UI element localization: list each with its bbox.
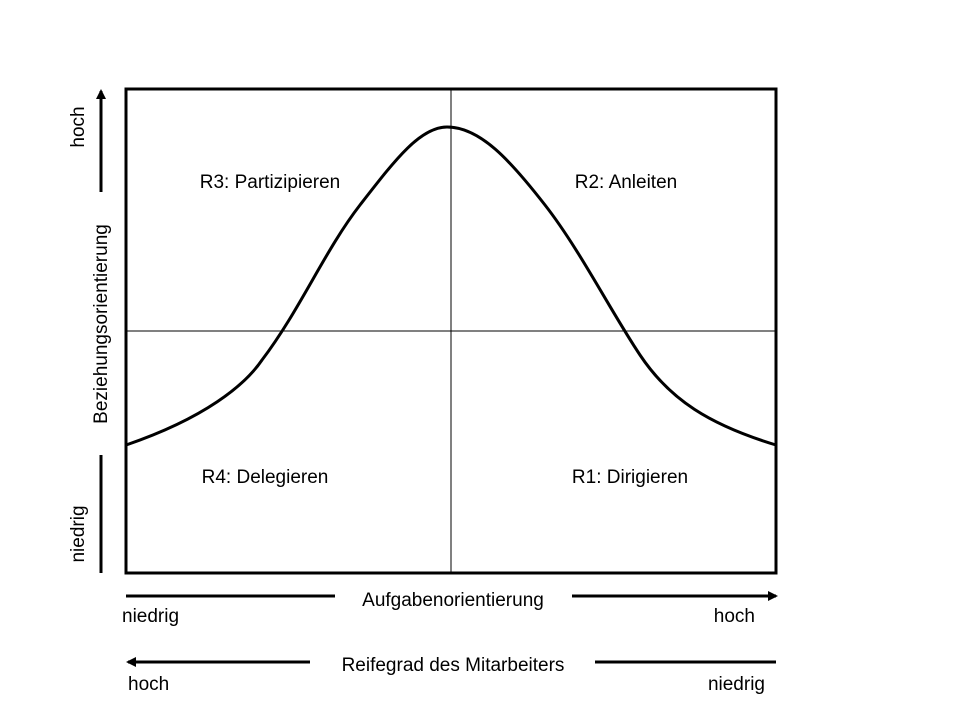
quadrant-label-r4: R4: Delegieren xyxy=(202,467,329,488)
quadrant-label-r3: R3: Partizipieren xyxy=(200,172,340,193)
leadership-style-curve xyxy=(125,125,777,447)
x-axis-low-label: niedrig xyxy=(122,606,179,627)
maturity-axis-left-label: hoch xyxy=(128,674,169,695)
x-axis-label: Aufgabenorientierung xyxy=(362,590,544,611)
y-axis-low-label: niedrig xyxy=(68,505,89,562)
y-axis-label: Beziehungsorientierung xyxy=(91,224,112,424)
maturity-axis-label: Reifegrad des Mitarbeiters xyxy=(342,655,565,676)
x-axis-high-label: hoch xyxy=(714,606,755,627)
quadrant-label-r2: R2: Anleiten xyxy=(575,172,677,193)
quadrant-label-r1: R1: Dirigieren xyxy=(572,467,688,488)
maturity-axis-right-label: niedrig xyxy=(708,674,765,695)
y-axis-high-label: hoch xyxy=(68,106,89,147)
